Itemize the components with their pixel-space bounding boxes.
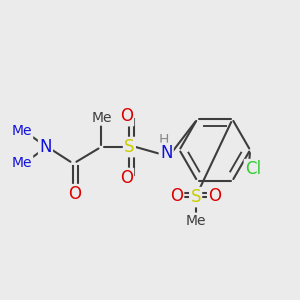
Text: O: O [208,187,221,205]
Text: N: N [160,144,172,162]
Text: Me: Me [91,111,112,124]
Text: O: O [120,169,133,187]
Text: N: N [39,138,52,156]
Text: O: O [68,185,81,203]
Text: Me: Me [12,156,32,170]
Text: Me: Me [12,124,32,138]
Text: S: S [190,188,201,206]
Text: Cl: Cl [245,160,261,178]
Text: O: O [120,107,133,125]
Text: O: O [170,187,183,205]
Text: Me: Me [185,214,206,228]
Text: H: H [159,133,169,147]
Text: S: S [124,138,135,156]
